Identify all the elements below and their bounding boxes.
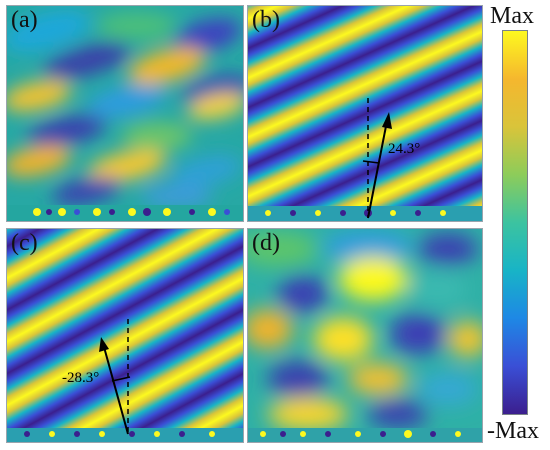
field-map-c: -28.3°	[7, 229, 243, 442]
source-strip-d	[248, 428, 482, 442]
source-strip-b	[248, 206, 482, 221]
field-map-b: 24.3°	[248, 6, 482, 221]
panel-label-a: (a)	[11, 7, 38, 33]
field-map-d	[248, 229, 482, 442]
colorbar	[502, 30, 528, 415]
panel-b: 24.3° (b)	[247, 5, 483, 222]
panel-label-d: (d)	[252, 230, 280, 256]
field-map-a	[7, 6, 243, 221]
colorbar-min-label: -Max	[487, 418, 539, 444]
arrowhead-c	[99, 337, 109, 352]
panel-c: -28.3° (c)	[6, 228, 244, 443]
source-strip-a	[7, 205, 243, 221]
panel-label-b: (b)	[252, 7, 280, 33]
propagation-arrow-c	[103, 346, 129, 435]
colorbar-max-label: Max	[490, 3, 534, 29]
source-strip-c	[7, 428, 243, 442]
panel-d: (d)	[247, 228, 483, 443]
arrowhead-b	[382, 112, 392, 129]
panel-label-c: (c)	[11, 230, 38, 256]
angle-label-c: -28.3°	[62, 370, 99, 386]
panel-a: (a)	[6, 5, 244, 222]
propagation-arrow-b	[367, 120, 388, 219]
angle-label-b: 24.3°	[388, 141, 420, 157]
